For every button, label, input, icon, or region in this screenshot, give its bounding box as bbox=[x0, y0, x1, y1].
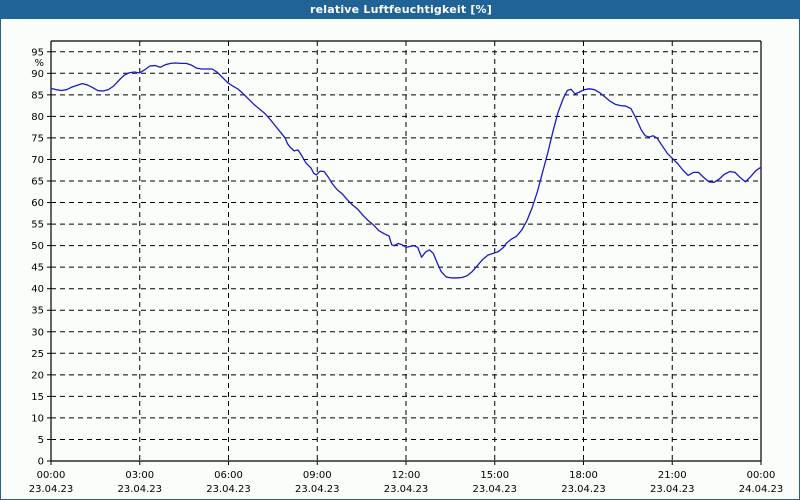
x-tick-label-date: 23.04.23 bbox=[117, 484, 162, 495]
chart-plot-area: 0 5 10 15 20 25 30 35 40 45 50 55 60 65 70 75 80 85 90 95 0… bbox=[1, 19, 799, 499]
y-tick-label: 50 bbox=[31, 241, 44, 252]
y-tick-label: 30 bbox=[31, 327, 44, 338]
y-tick-label: 0 bbox=[38, 457, 44, 468]
y-tick-label: 45 bbox=[31, 263, 44, 274]
y-tick-label: 60 bbox=[31, 198, 44, 209]
x-tick-label-time: 03:00 bbox=[125, 470, 154, 481]
x-tick-label-date: 23.04.23 bbox=[29, 484, 74, 495]
window-title: relative Luftfeuchtigkeit [%] bbox=[1, 1, 800, 19]
y-tick-label: 35 bbox=[31, 306, 44, 317]
y-axis-ticks: 0 5 10 15 20 25 30 35 40 45 50 55 60 65 70 75 80 85 90 95 bbox=[31, 47, 51, 468]
y-tick-label: 90 bbox=[31, 69, 44, 80]
x-tick-label-date: 23.04.23 bbox=[295, 484, 340, 495]
x-tick-label-time: 12:00 bbox=[392, 470, 421, 481]
y-tick-label: 85 bbox=[31, 90, 44, 101]
x-tick-label-time: 00:00 bbox=[37, 470, 66, 481]
x-tick-label-date: 23.04.23 bbox=[384, 484, 429, 495]
humidity-curve bbox=[50, 62, 762, 279]
x-tick-label-date: 23.04.23 bbox=[650, 484, 695, 495]
y-tick-label: 70 bbox=[31, 155, 44, 166]
y-tick-label: 40 bbox=[31, 284, 44, 295]
x-tick-label-date: 24.04.23 bbox=[739, 484, 784, 495]
x-tick-label-time: 00:00 bbox=[747, 470, 776, 481]
x-tick-label-date: 23.04.23 bbox=[206, 484, 251, 495]
grid-lines bbox=[51, 51, 761, 440]
x-tick-label-time: 15:00 bbox=[480, 470, 509, 481]
x-tick-label-time: 21:00 bbox=[658, 470, 687, 481]
x-tick-label-time: 09:00 bbox=[303, 470, 332, 481]
y-tick-label: 5 bbox=[38, 435, 44, 446]
y-axis-unit-label: % bbox=[34, 58, 44, 69]
y-tick-label: 80 bbox=[31, 112, 44, 123]
y-tick-label: 95 bbox=[31, 47, 44, 58]
y-tick-label: 25 bbox=[31, 349, 44, 360]
x-tick-label-date: 23.04.23 bbox=[561, 484, 606, 495]
y-tick-label: 20 bbox=[31, 370, 44, 381]
humidity-line-chart: 0 5 10 15 20 25 30 35 40 45 50 55 60 65 70 75 80 85 90 95 0… bbox=[29, 40, 784, 495]
y-tick-label: 10 bbox=[31, 413, 44, 424]
y-tick-label: 75 bbox=[31, 133, 44, 144]
y-tick-label: 15 bbox=[31, 392, 44, 403]
x-tick-label-time: 18:00 bbox=[569, 470, 598, 481]
x-grid-lines bbox=[139, 41, 673, 461]
x-axis-ticks: 00:00 23.04.23 03:00 23.04.23 06:00 23.04.23 0… bbox=[29, 461, 784, 495]
x-tick-label-date: 23.04.23 bbox=[472, 484, 517, 495]
y-tick-label: 55 bbox=[31, 220, 44, 231]
data-series-line bbox=[50, 62, 762, 279]
y-tick-label: 65 bbox=[31, 177, 44, 188]
x-tick-label-time: 06:00 bbox=[214, 470, 243, 481]
